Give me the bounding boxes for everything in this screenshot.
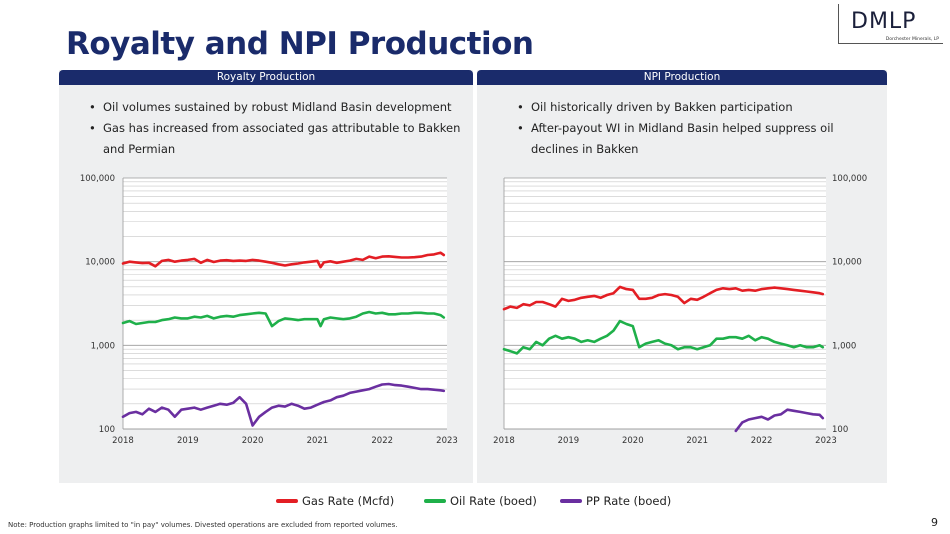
y-tick-label: 100	[832, 425, 848, 435]
royalty-panel: Royalty Production Oil volumes sustained…	[59, 70, 473, 483]
plot-area	[504, 178, 826, 429]
x-tick-label: 2019	[558, 436, 580, 446]
x-tick-label: 2020	[242, 436, 264, 446]
logo-subtitle: Dorchester Minerals, LP	[885, 37, 939, 42]
npi-bullets: Oil historically driven by Bakken partic…	[517, 97, 882, 160]
logo-wordmark: DMLP	[851, 9, 917, 34]
series-line-gas	[502, 285, 825, 311]
legend-swatch-gas	[276, 499, 298, 503]
npi-production-chart: 100 1,000 10,000 100,000 2018 2019 2020 2021 202…	[493, 174, 867, 446]
bullet-item: Oil volumes sustained by robust Midland …	[89, 97, 469, 118]
legend-swatch-oil	[424, 499, 446, 503]
plot-area	[123, 178, 447, 429]
x-tick-label: 2023	[436, 436, 458, 446]
chart-legend: Gas Rate (Mcfd) Oil Rate (boed) PP Rate …	[0, 493, 950, 509]
series-line-pp	[121, 382, 446, 427]
x-tick-label: 2022	[751, 436, 773, 446]
legend-label-gas: Gas Rate (Mcfd)	[302, 494, 395, 508]
npi-panel: NPI Production Oil historically driven b…	[477, 70, 887, 483]
company-logo: DMLP Dorchester Minerals, LP	[838, 4, 943, 44]
x-tick-label: 2022	[371, 436, 393, 446]
y-tick-label: 1,000	[832, 341, 856, 351]
y-tick-label: 1,000	[91, 341, 115, 351]
series-line-pp	[734, 408, 825, 433]
y-tick-label: 100,000	[832, 174, 867, 184]
npi-panel-header: NPI Production	[477, 70, 887, 85]
y-tick-label: 100,000	[80, 174, 115, 184]
page-number: 9	[931, 516, 938, 529]
y-tick-label: 10,000	[832, 258, 862, 268]
x-tick-label: 2021	[686, 436, 708, 446]
legend-label-pp: PP Rate (boed)	[586, 494, 672, 508]
x-tick-label: 2018	[112, 436, 134, 446]
x-tick-label: 2023	[815, 436, 837, 446]
legend-label-oil: Oil Rate (boed)	[450, 494, 537, 508]
bullet-item: After-payout WI in Midland Basin helped …	[517, 118, 882, 160]
series-line-oil	[121, 310, 446, 328]
x-tick-label: 2019	[177, 436, 199, 446]
page-title: Royalty and NPI Production	[66, 26, 534, 62]
legend-swatch-pp	[560, 499, 582, 503]
y-tick-label: 100	[99, 425, 115, 435]
series-line-oil	[502, 319, 825, 355]
bullet-item: Oil historically driven by Bakken partic…	[517, 97, 882, 118]
royalty-bullets: Oil volumes sustained by robust Midland …	[89, 97, 469, 160]
series-line-gas	[121, 251, 446, 269]
x-tick-label: 2020	[622, 436, 644, 446]
royalty-production-chart: 100 1,000 10,000 100,000 2018 2019 2020 2021 202…	[80, 174, 458, 446]
x-tick-label: 2021	[307, 436, 329, 446]
royalty-panel-header: Royalty Production	[59, 70, 473, 85]
bullet-item: Gas has increased from associated gas at…	[89, 118, 469, 160]
footnote: Note: Production graphs limited to "in p…	[8, 521, 398, 529]
y-tick-label: 10,000	[85, 258, 115, 268]
x-tick-label: 2018	[493, 436, 515, 446]
